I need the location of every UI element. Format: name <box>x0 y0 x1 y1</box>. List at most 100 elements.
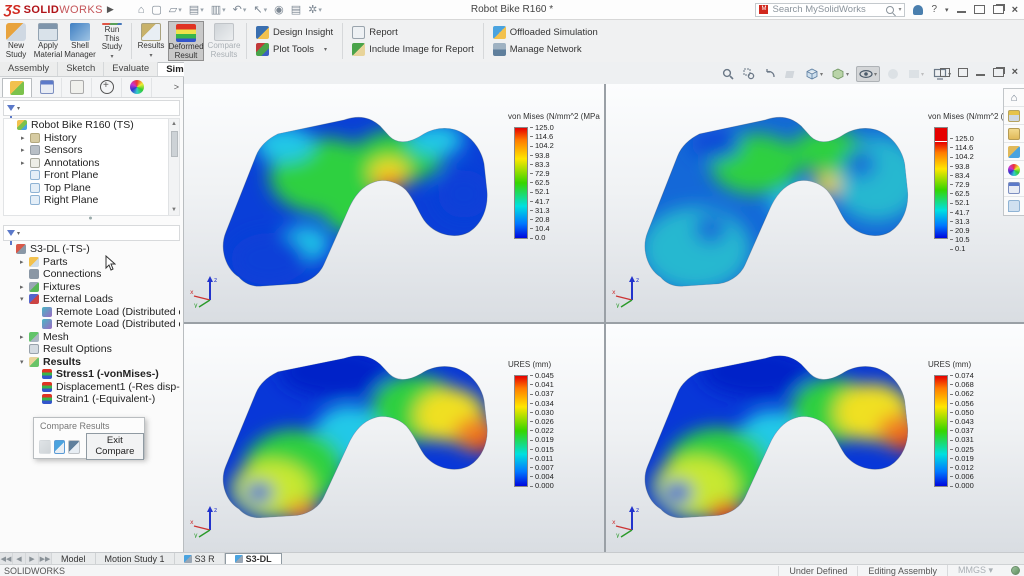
run-this-study-button[interactable]: Run This Study ▾ <box>101 23 123 60</box>
viewport-ures-2[interactable]: URES (mm) 0.074 0.068 0.062 0.056 0.050 0.043… <box>604 322 1024 552</box>
globe-icon[interactable] <box>1011 566 1020 575</box>
restore-button[interactable] <box>992 5 1004 14</box>
tree-item[interactable]: S3-DL (-TS-) <box>3 243 180 256</box>
shell-manager-button[interactable]: Shell Manager <box>64 21 96 61</box>
results-button[interactable]: Results ▾ <box>136 21 166 61</box>
save-image-icon[interactable] <box>68 439 80 454</box>
hide-show-items-icon[interactable]: ▾ <box>856 66 881 82</box>
expand-arrow-icon[interactable]: ▸ <box>20 283 24 291</box>
display-style-icon[interactable]: ▾ <box>830 67 851 81</box>
file-properties-icon[interactable]: ▤ <box>290 4 302 16</box>
maximize-button[interactable] <box>973 5 985 14</box>
expand-arrow-icon[interactable]: ▸ <box>21 159 25 167</box>
search-input[interactable]: M Search MySolidWorks ▾ <box>755 2 906 17</box>
minimize-button[interactable] <box>956 6 966 13</box>
chevron-down-icon[interactable]: ▾ <box>110 53 114 60</box>
menu-expand-icon[interactable]: ▶ <box>106 4 114 14</box>
previous-tab-icon[interactable]: ◀ <box>13 553 26 564</box>
expand-arrow-icon[interactable]: ▾ <box>20 296 24 304</box>
rebuild-icon[interactable]: ◉ <box>274 4 284 16</box>
home-icon[interactable]: ⌂ <box>137 3 145 16</box>
pane-left-icon[interactable] <box>939 67 950 77</box>
tab-study-s3-dl[interactable]: S3-DL <box>224 553 282 564</box>
report-button[interactable]: Report <box>352 26 474 39</box>
scroll-up-icon[interactable]: ▲ <box>171 121 177 127</box>
tree-item[interactable]: Stress1 (-vonMises-) <box>3 368 180 381</box>
tree-item[interactable]: ▸ Mesh <box>20 330 69 343</box>
tree-item[interactable]: ▾ External Loads <box>20 293 114 306</box>
study-filter-input[interactable]: ▾ <box>3 225 180 245</box>
model-von-mises-2[interactable] <box>606 84 1024 322</box>
tree-item[interactable]: Remote Load (Distributed connection)-2 (… <box>3 318 180 331</box>
design-insight-button[interactable]: Design Insight <box>256 26 333 39</box>
chevron-down-icon[interactable]: ▾ <box>17 230 21 237</box>
viewport-von-mises-2[interactable]: von Mises (N/mm^2 (MPa) 125.0 114.6 104.2 9… <box>604 84 1024 322</box>
panel-overflow-icon[interactable]: > <box>173 82 179 92</box>
tree-item[interactable]: Robot Bike R160 (TS) <box>4 119 179 132</box>
save-icon[interactable]: ▤ ▾ <box>188 4 204 16</box>
previous-view-icon[interactable] <box>762 67 778 81</box>
tab-study-s3-r[interactable]: S3 R <box>174 553 225 564</box>
tree-scrollbar[interactable]: ▲ ▼ <box>168 119 179 215</box>
tab-dimxpertmanager[interactable] <box>92 77 122 97</box>
tree-item[interactable]: Right Plane <box>4 194 179 207</box>
help-icon[interactable]: ? <box>931 4 938 15</box>
tab-design-library[interactable] <box>1004 143 1024 161</box>
panel-splitter[interactable]: ● <box>88 215 95 222</box>
exit-compare-button[interactable]: Exit Compare <box>85 433 145 460</box>
tree-filter-input[interactable]: ▾ <box>3 100 180 120</box>
status-units[interactable]: MMGS ▾ <box>946 565 1003 576</box>
expand-arrow-icon[interactable]: ▸ <box>21 147 25 155</box>
new-study-button[interactable]: New Study <box>1 21 31 61</box>
tab-evaluate[interactable]: Evaluate <box>104 62 159 76</box>
last-tab-icon[interactable]: ▶▶ <box>39 553 52 564</box>
select-icon[interactable]: ↖ ▾ <box>253 4 268 16</box>
chevron-down-icon[interactable]: ▾ <box>17 105 21 112</box>
tree-item[interactable]: Displacement1 (-Res disp-) <box>3 381 180 394</box>
chevron-down-icon[interactable]: ▾ <box>149 52 153 59</box>
apply-material-button[interactable]: Apply Material <box>33 21 63 61</box>
tab-forum[interactable] <box>1004 197 1024 215</box>
tab-file-explorer[interactable] <box>1004 125 1024 143</box>
scroll-thumb[interactable] <box>170 131 178 157</box>
tab-custom-properties[interactable] <box>1004 179 1024 197</box>
tree-item[interactable]: ▸ History <box>21 131 77 144</box>
tab-sketch[interactable]: Sketch <box>58 62 105 76</box>
new-document-icon[interactable]: ▢ <box>151 4 162 16</box>
tree-item[interactable]: ▾ Results <box>20 355 81 368</box>
print-icon[interactable]: ▥ ▾ <box>210 4 226 16</box>
search-icon[interactable] <box>886 5 895 14</box>
deformed-result-button[interactable]: Deformed Result <box>168 21 204 61</box>
scroll-down-icon[interactable]: ▼ <box>171 207 177 213</box>
manage-network-button[interactable]: Manage Network <box>492 43 598 56</box>
tree-item[interactable]: ▸ Parts <box>20 255 68 268</box>
view-orientation-icon[interactable]: ▾ <box>804 67 825 81</box>
tab-whats-new[interactable] <box>1004 107 1024 125</box>
next-tab-icon[interactable]: ▶ <box>26 553 39 564</box>
viewport-ures-1[interactable]: URES (mm) 0.045 0.041 0.037 0.034 0.030 0.026… <box>184 322 604 552</box>
window-minimize-icon[interactable] <box>975 69 985 76</box>
tab-propertymanager[interactable] <box>32 77 62 97</box>
model-ures-1[interactable] <box>184 324 604 552</box>
expand-arrow-icon[interactable]: ▸ <box>20 333 24 341</box>
open-icon[interactable]: ▱ ▾ <box>168 4 182 16</box>
help-dropdown-icon[interactable]: ▾ <box>945 6 949 14</box>
tab-motion-study-1[interactable]: Motion Study 1 <box>95 553 175 564</box>
zoom-to-fit-icon[interactable] <box>720 67 736 81</box>
zoom-to-area-icon[interactable] <box>741 67 757 81</box>
search-dropdown-icon[interactable]: ▾ <box>898 7 902 13</box>
offloaded-simulation-button[interactable]: Offloaded Simulation <box>492 26 598 39</box>
tab-displaymanager[interactable] <box>122 77 152 97</box>
viewport-von-mises-1[interactable]: von Mises (N/mm^2 (MPa) 125.0 114.6 104.2 9… <box>184 84 604 322</box>
tree-item[interactable]: Top Plane <box>4 182 179 195</box>
window-restore-icon[interactable] <box>992 67 1004 77</box>
tab-home[interactable]: ⌂ <box>1004 89 1024 107</box>
options-gear-icon[interactable]: ✲ ▾ <box>308 4 322 16</box>
tab-model[interactable]: Model <box>52 553 96 564</box>
tab-assembly[interactable]: Assembly <box>0 62 59 76</box>
tab-configurationmanager[interactable] <box>62 77 92 97</box>
expand-arrow-icon[interactable]: ▸ <box>21 134 25 142</box>
model-ures-2[interactable] <box>606 324 1024 552</box>
synchronize-views-icon[interactable] <box>53 439 66 454</box>
expand-arrow-icon[interactable]: ▸ <box>20 258 24 266</box>
